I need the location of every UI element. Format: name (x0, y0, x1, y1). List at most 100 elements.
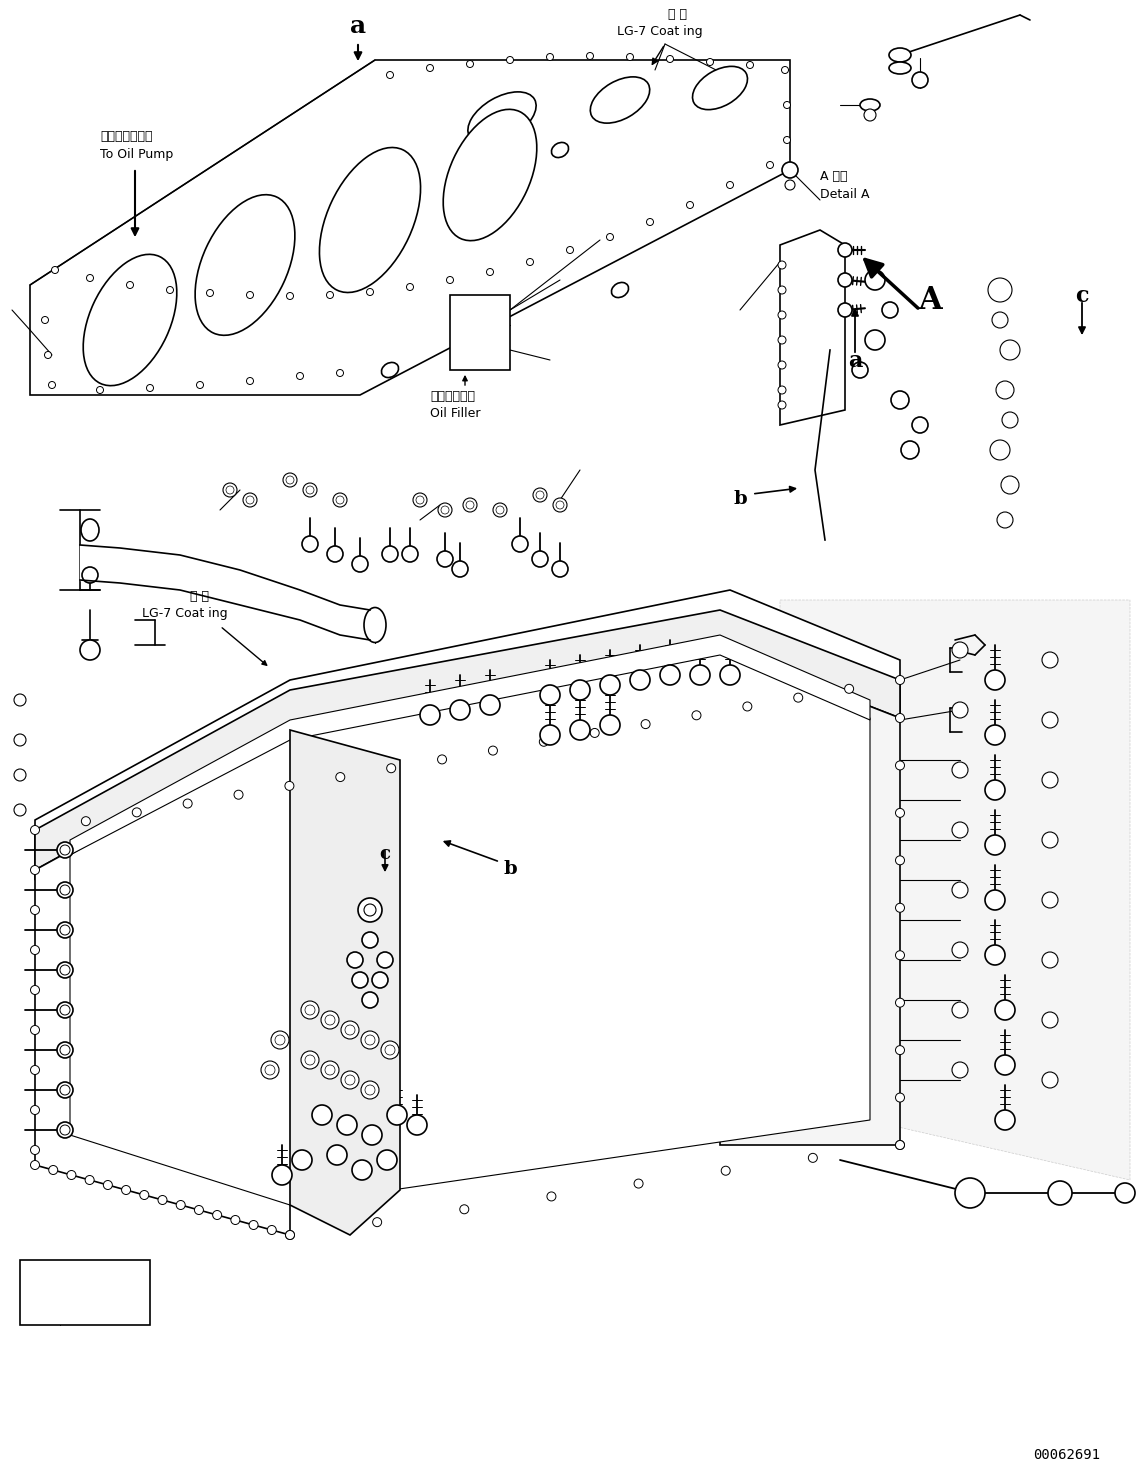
Circle shape (358, 899, 382, 922)
Text: Oil Filler: Oil Filler (430, 406, 480, 420)
Circle shape (783, 101, 791, 108)
Circle shape (692, 710, 701, 719)
Circle shape (487, 268, 494, 276)
Ellipse shape (382, 362, 399, 378)
Circle shape (325, 1065, 335, 1075)
Circle shape (51, 267, 58, 273)
Circle shape (555, 501, 563, 509)
Circle shape (80, 641, 99, 660)
Circle shape (325, 1014, 335, 1025)
Circle shape (363, 905, 376, 916)
Text: LG-7 Coat ing: LG-7 Coat ing (617, 25, 703, 39)
Circle shape (402, 546, 418, 562)
Circle shape (305, 1054, 315, 1065)
Circle shape (223, 483, 237, 497)
Circle shape (997, 512, 1013, 528)
Circle shape (985, 725, 1005, 744)
Circle shape (381, 1041, 399, 1059)
Circle shape (895, 713, 904, 722)
Ellipse shape (467, 92, 536, 144)
Circle shape (892, 392, 909, 409)
Ellipse shape (889, 62, 911, 74)
Circle shape (459, 1204, 469, 1213)
Ellipse shape (319, 147, 421, 292)
Circle shape (570, 721, 590, 740)
Circle shape (600, 675, 620, 696)
Circle shape (287, 292, 294, 300)
Circle shape (956, 1178, 985, 1209)
Circle shape (59, 1005, 70, 1014)
Circle shape (567, 246, 574, 254)
Circle shape (81, 817, 90, 826)
Ellipse shape (551, 142, 568, 157)
Circle shape (286, 1231, 295, 1240)
Circle shape (377, 952, 393, 968)
Circle shape (352, 556, 368, 572)
Circle shape (45, 351, 51, 359)
Circle shape (488, 746, 497, 755)
Circle shape (996, 1054, 1015, 1075)
Circle shape (895, 1140, 904, 1149)
Circle shape (539, 725, 560, 744)
Circle shape (447, 276, 454, 283)
Circle shape (607, 233, 614, 240)
Circle shape (387, 1105, 407, 1126)
Circle shape (267, 1225, 277, 1234)
Text: b: b (733, 489, 746, 509)
Ellipse shape (889, 47, 911, 62)
Circle shape (382, 546, 398, 562)
Circle shape (407, 1115, 427, 1134)
Circle shape (283, 473, 297, 486)
Circle shape (570, 681, 590, 700)
Polygon shape (35, 730, 290, 1235)
Circle shape (87, 274, 94, 282)
Circle shape (493, 503, 507, 518)
Circle shape (463, 498, 477, 512)
Circle shape (990, 440, 1010, 460)
Circle shape (57, 882, 73, 899)
Circle shape (419, 704, 440, 725)
Circle shape (286, 476, 294, 483)
Ellipse shape (590, 77, 649, 123)
Circle shape (783, 136, 791, 144)
Circle shape (31, 1105, 40, 1115)
Circle shape (1001, 476, 1020, 494)
Polygon shape (70, 635, 870, 856)
Circle shape (361, 1081, 379, 1099)
Circle shape (506, 56, 513, 64)
Circle shape (536, 491, 544, 498)
Circle shape (778, 360, 786, 369)
Circle shape (48, 381, 56, 389)
Circle shape (133, 808, 142, 817)
Circle shape (778, 286, 786, 294)
Circle shape (466, 61, 473, 68)
Circle shape (992, 311, 1008, 328)
Polygon shape (290, 730, 400, 1235)
Circle shape (327, 292, 334, 298)
Circle shape (1000, 340, 1020, 360)
Circle shape (985, 945, 1005, 965)
Circle shape (457, 337, 473, 353)
Circle shape (365, 1035, 375, 1046)
Circle shape (838, 243, 852, 257)
Circle shape (450, 700, 470, 721)
Bar (19, 1261, 150, 1324)
Polygon shape (780, 230, 845, 426)
Circle shape (437, 552, 453, 567)
Circle shape (727, 181, 734, 188)
Circle shape (57, 842, 73, 859)
Text: To Oil Pump: To Oil Pump (99, 148, 174, 162)
Circle shape (96, 387, 104, 393)
Polygon shape (30, 59, 790, 394)
Circle shape (533, 488, 547, 503)
Circle shape (996, 381, 1014, 399)
Circle shape (865, 270, 885, 291)
Circle shape (1042, 653, 1058, 667)
Circle shape (626, 53, 633, 61)
Circle shape (246, 495, 254, 504)
Circle shape (127, 282, 134, 289)
Circle shape (367, 289, 374, 295)
Circle shape (895, 1093, 904, 1102)
Circle shape (85, 1176, 94, 1185)
Circle shape (539, 737, 549, 746)
